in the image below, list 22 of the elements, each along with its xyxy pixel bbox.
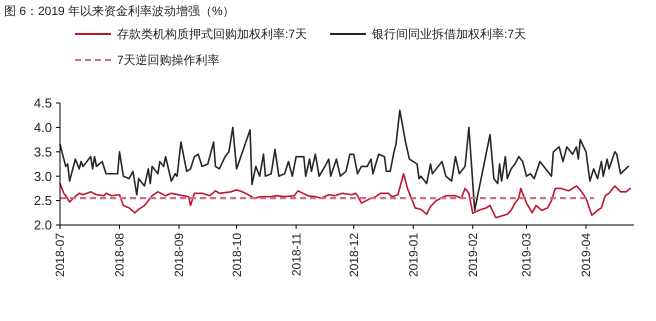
x-tick-label: 2018-07 xyxy=(53,232,68,278)
x-tick-label: 2019-02 xyxy=(466,232,480,278)
x-tick-label: 2019-03 xyxy=(520,232,534,278)
y-tick-label: 4.5 xyxy=(34,96,52,111)
line-series xyxy=(59,172,631,218)
x-tick-label: 2018-12 xyxy=(346,232,361,278)
x-tick-label: 2018-08 xyxy=(112,232,127,278)
y-tick-label: 3.5 xyxy=(34,144,52,160)
chart-title: 图 6：2019 年以来资金利率波动增强（%） xyxy=(4,4,235,18)
legend-label: 7天逆回购操作利率 xyxy=(117,53,220,68)
x-tick-label: 2018-10 xyxy=(230,232,244,278)
y-tick-label: 3.0 xyxy=(34,168,52,184)
y-tick-label: 2.5 xyxy=(34,193,52,208)
x-tick-label: 2019-04 xyxy=(579,232,594,278)
x-tick-label: 2018-09 xyxy=(172,232,186,278)
x-tick-label: 2019-01 xyxy=(406,232,420,278)
y-tick-label: 4.0 xyxy=(34,120,52,135)
line-series xyxy=(59,110,630,212)
legend-label: 银行间同业拆借加权利率:7天 xyxy=(371,27,526,42)
legend-label: 存款类机构质押式回购加权利率:7天 xyxy=(117,27,308,42)
x-tick-label: 2018-11 xyxy=(289,232,304,276)
y-tick-label: 2.0 xyxy=(34,218,52,233)
